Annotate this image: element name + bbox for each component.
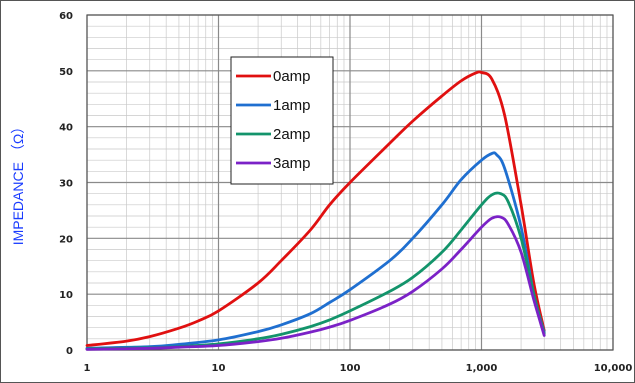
- x-tick-label: 10: [212, 363, 226, 374]
- series-line-3amp: [85, 215, 546, 351]
- x-tick-label: 1: [84, 363, 91, 374]
- series-line-1amp: [85, 151, 546, 350]
- y-tick-label: 20: [59, 234, 73, 245]
- y-tick-label: 10: [59, 290, 73, 301]
- legend-label-3amp: 3amp: [273, 155, 311, 172]
- legend-label-1amp: 1amp: [273, 97, 311, 114]
- x-tick-label: 10,000: [594, 363, 633, 374]
- plot-border: [86, 14, 614, 351]
- series-line-0amp: [85, 70, 546, 347]
- y-tick-label: 30: [59, 179, 73, 190]
- y-tick-label: 40: [59, 123, 73, 134]
- x-tick-label: 1,000: [466, 363, 498, 374]
- y-tick-label: 0: [66, 346, 73, 357]
- x-tick-label: 100: [340, 363, 361, 374]
- y-tick-label: 60: [59, 11, 73, 22]
- y-axis-label: IMPEDANCE （Ω）: [10, 120, 26, 246]
- legend-label-2amp: 2amp: [273, 126, 311, 143]
- y-tick-label: 50: [59, 67, 73, 78]
- series-line-2amp: [85, 191, 546, 351]
- legend-label-0amp: 0amp: [273, 68, 311, 85]
